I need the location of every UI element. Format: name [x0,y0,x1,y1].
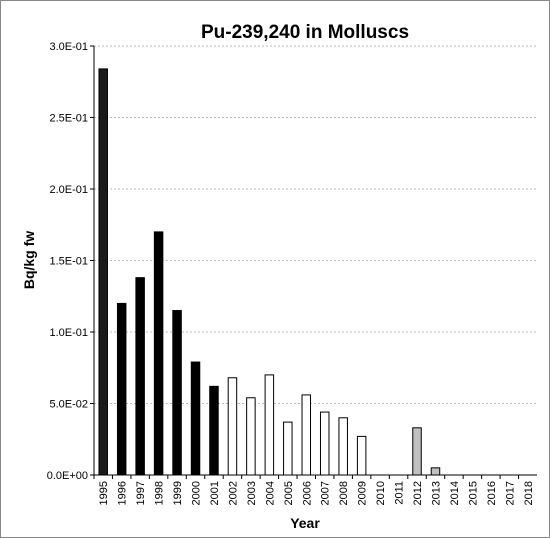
x-tick-label: 2014 [449,481,461,505]
y-tick-label: 2.5E-01 [49,113,88,125]
bar [283,421,293,476]
x-axis-label: Year [290,515,320,531]
x-tick-label: 1995 [98,481,110,505]
x-tick-label: 2018 [523,481,535,505]
bar [227,377,238,476]
x-tick-label: 2016 [486,481,498,505]
x-tick-label: 1998 [154,481,166,505]
y-tick-label: 1.5E-01 [49,256,88,268]
bar [135,277,145,476]
bar [319,411,330,476]
x-tick-label: 1999 [172,481,184,505]
x-tick-label: 2010 [375,481,387,505]
y-axis-label: Bq/kg fw [21,231,37,289]
bar [153,231,164,476]
bar [190,361,201,476]
x-tick-label: 2017 [504,481,516,505]
bar [430,467,441,476]
x-tick-label: 2009 [357,481,369,505]
x-tick-label: 2008 [338,481,350,505]
bar [209,385,219,476]
y-tick-label: 3.0E-01 [49,41,88,53]
x-tick-label: 2007 [320,481,332,505]
x-tick-label: 2013 [430,481,442,505]
bar [338,417,348,476]
x-tick-label: 1996 [117,481,129,505]
x-tick-label: 2000 [191,481,203,505]
x-tick-label: 2002 [227,481,239,505]
bar [356,435,367,476]
x-tick-label: 2012 [412,481,424,505]
bar [246,397,256,476]
bar [116,302,127,476]
x-tick-label: 2003 [246,481,258,505]
bar [301,394,312,476]
chart-title: Pu-239,240 in Molluscs [201,22,409,43]
x-tick-label: 2006 [301,481,313,505]
bar [264,374,275,476]
x-tick-label: 2004 [264,481,276,505]
y-tick-label: 2.0E-01 [49,184,88,196]
bar [172,310,182,476]
y-tick-label: 5.0E-02 [49,399,88,411]
x-tick-label: 2015 [467,481,479,505]
x-tick-label: 2005 [283,481,295,505]
x-tick-label: 2001 [209,481,221,505]
bar [98,68,108,476]
x-tick-label: 2011 [394,481,406,505]
y-tick-label: 0.0E+00 [47,470,88,482]
bar [412,427,422,476]
y-tick-label: 1.0E-01 [49,327,88,339]
x-tick-label: 1997 [135,481,147,505]
